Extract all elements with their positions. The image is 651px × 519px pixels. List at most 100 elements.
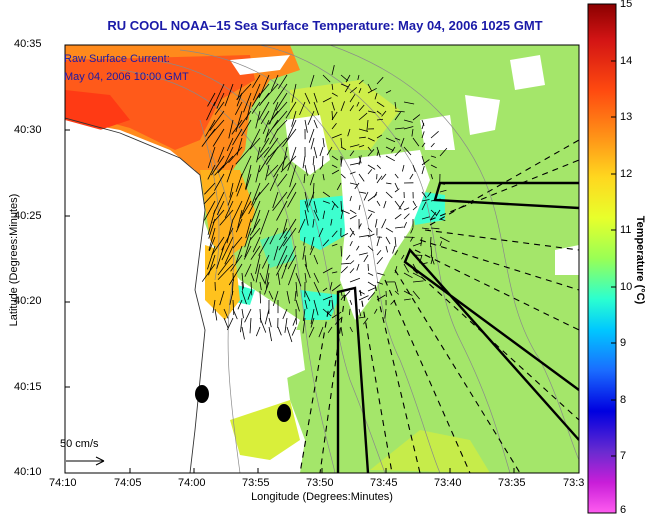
- current-vector: [331, 311, 342, 319]
- current-vector: [292, 317, 297, 326]
- current-vector: [412, 137, 420, 147]
- current-vector: [289, 164, 297, 188]
- current-vector: [403, 119, 413, 123]
- current-vector: [267, 164, 279, 177]
- current-vector: [331, 101, 335, 111]
- current-vector: [313, 272, 319, 283]
- current-vector: [207, 119, 225, 139]
- current-vector: [313, 299, 319, 316]
- map-title: RU COOL NOAA–15 Sea Surface Temperature:…: [107, 18, 543, 33]
- current-vector: [291, 110, 297, 127]
- current-vector: [376, 249, 382, 256]
- current-vector: [394, 173, 399, 179]
- current-vector: [430, 227, 440, 230]
- x-tick-label: 73:55: [242, 477, 270, 489]
- current-vector: [221, 227, 234, 251]
- current-vector: [286, 119, 297, 142]
- current-vector: [251, 200, 261, 223]
- current-vector: [226, 164, 234, 183]
- current-vector: [340, 173, 346, 179]
- current-vector: [394, 281, 399, 292]
- current-vector: [243, 92, 252, 113]
- current-vector: [237, 209, 243, 229]
- current-vector: [258, 155, 270, 173]
- current-vector: [340, 209, 350, 214]
- current-vector: [358, 112, 368, 121]
- current-vector: [214, 164, 225, 176]
- current-vector: [398, 200, 405, 210]
- current-vector: [344, 83, 351, 93]
- current-vector: [439, 189, 447, 193]
- current-vector: [231, 119, 243, 135]
- current-vector: [241, 119, 252, 137]
- current-vector: [259, 290, 261, 304]
- current-vector: [412, 164, 416, 173]
- current-vector: [319, 146, 324, 157]
- current-vector: [430, 130, 439, 139]
- current-vector: [277, 119, 288, 131]
- current-vector: [264, 308, 270, 325]
- current-vector: [381, 173, 387, 181]
- x-tick-label: 73:50: [306, 477, 334, 489]
- current-vector: [275, 254, 288, 276]
- current-vector: [403, 146, 412, 156]
- current-vector: [376, 257, 384, 265]
- current-vector: [241, 326, 245, 340]
- current-vector: [211, 155, 225, 176]
- current-vector: [216, 200, 225, 216]
- current-vector: [376, 175, 383, 184]
- current-vector: [403, 213, 410, 220]
- current-vector: [394, 149, 402, 157]
- current-vector: [403, 207, 410, 211]
- current-vector: [356, 101, 360, 107]
- current-vector: [318, 326, 324, 338]
- current-vector: [322, 137, 325, 148]
- current-vector: [403, 298, 411, 301]
- current-vector: [313, 101, 320, 116]
- current-vector: [430, 142, 435, 148]
- current-vector: [384, 308, 387, 319]
- current-vector: [367, 281, 375, 287]
- current-vector: [327, 326, 333, 334]
- current-vector: [403, 290, 413, 296]
- current-vector: [394, 127, 405, 130]
- current-vector: [234, 101, 243, 115]
- current-vector: [221, 236, 234, 261]
- current-vector: [376, 281, 384, 285]
- current-vector: [232, 299, 235, 316]
- current-vector: [241, 290, 247, 305]
- current-vector: [230, 254, 243, 272]
- current-vector: [340, 233, 349, 238]
- current-vector: [430, 164, 437, 169]
- current-vector: [212, 299, 216, 314]
- current-vector: [313, 281, 321, 296]
- current-vector: [249, 218, 261, 236]
- current-vector: [240, 155, 252, 179]
- x-tick-label: 73:35: [498, 477, 526, 489]
- current-vector: [269, 137, 288, 157]
- current-vector: [385, 245, 388, 253]
- current-vector: [257, 146, 270, 160]
- current-vector: [322, 97, 332, 103]
- current-vector: [313, 164, 316, 174]
- current-vector: [421, 216, 430, 220]
- current-vector: [249, 317, 252, 334]
- current-vector: [331, 110, 333, 120]
- current-vector: [412, 272, 423, 279]
- current-vector: [277, 272, 281, 285]
- current-vector: [421, 131, 425, 139]
- current-vector: [288, 263, 297, 286]
- current-vector: [363, 191, 369, 201]
- current-vector: [228, 263, 243, 286]
- current-vector: [266, 119, 279, 138]
- current-vector: [394, 213, 402, 220]
- current-vector: [430, 155, 437, 158]
- current-vector: [228, 119, 234, 139]
- current-vector: [304, 290, 311, 302]
- y-tick-label: 40:20: [14, 295, 42, 307]
- current-vector: [376, 200, 381, 207]
- current-vector: [411, 128, 414, 137]
- current-vector: [244, 236, 252, 258]
- current-vector: [282, 128, 297, 148]
- current-vector: [207, 92, 216, 107]
